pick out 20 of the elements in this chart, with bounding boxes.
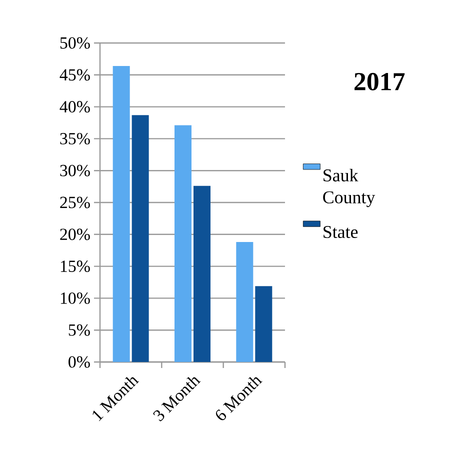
bar [112,66,130,362]
bar [236,242,254,362]
y-tick-label: 50% [60,37,90,49]
bar [132,115,149,362]
bar [255,286,272,362]
legend-label: State [324,226,358,238]
y-tick-label: 20% [60,228,90,240]
text: 2017 [354,72,405,90]
y-tick-label: 40% [60,101,90,113]
y-tick-label: 5% [68,324,90,336]
legend-label: Sauk County [323,168,376,208]
y-tick-label: 35% [60,132,90,144]
y-tick-label: 25% [60,196,90,208]
y-tick-label: 45% [60,69,90,81]
y-tick-label: 0% [68,356,90,368]
bar [193,186,210,362]
y-tick-label: 30% [60,164,90,176]
bar [174,125,192,362]
y-tick-label: 10% [60,292,90,304]
y-tick-label: 15% [60,260,90,272]
